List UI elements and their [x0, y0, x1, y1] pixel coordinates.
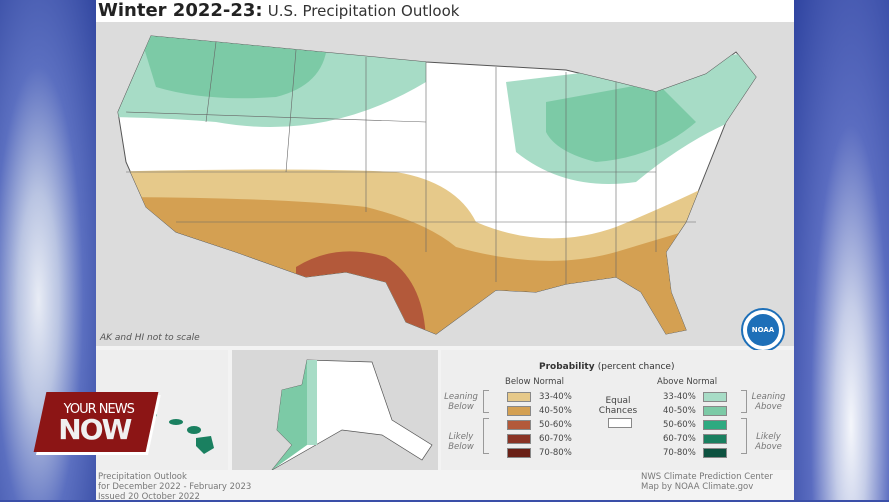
below-label: 33-40% [539, 392, 572, 402]
bracket [741, 418, 747, 454]
above-label: 40-50% [663, 406, 696, 416]
conus-map-svg [117, 35, 757, 335]
alaska-inset [232, 350, 438, 471]
footer-line: for December 2022 - February 2023 [98, 482, 252, 492]
likely-below-label: Likely Below [448, 432, 474, 452]
outlook-slide: Winter 2022-23: U.S. Precipitation Outlo… [96, 0, 794, 502]
below-label: 70-80% [539, 448, 572, 458]
below-label: 50-60% [539, 420, 572, 430]
above-label: 70-80% [663, 448, 696, 458]
legend-title-sub: (percent chance) [597, 362, 675, 372]
legend-title: Probability (percent chance) [539, 362, 674, 372]
above-swatch [703, 406, 727, 416]
above-40-great-lakes [546, 82, 696, 162]
leaning-below-label: Leaning Below [444, 392, 478, 412]
logo-line2: NOW [58, 412, 131, 446]
your-news-now-logo: YOUR NEWS NOW [33, 392, 159, 452]
above-label: 33-40% [663, 392, 696, 402]
footer-line: Issued 20 October 2022 [98, 492, 200, 502]
leaning-above-label: Leaning Above [751, 392, 786, 412]
above-swatch [703, 420, 727, 430]
below-label: 40-50% [539, 406, 572, 416]
likely-above-label: Likely Above [755, 432, 782, 452]
page-title: Winter 2022-23: U.S. Precipitation Outlo… [96, 0, 794, 22]
above-label: 60-70% [663, 434, 696, 444]
sky-background-right [794, 0, 889, 500]
footer-line: Precipitation Outlook [98, 472, 187, 482]
footer-right: NWS Climate Prediction Center Map by NOA… [641, 472, 773, 492]
footer-left: Precipitation Outlook for December 2022 … [98, 472, 251, 502]
below-swatch [507, 434, 531, 444]
equal-chances-swatch [608, 418, 632, 428]
above-40-northwest [136, 36, 328, 99]
footer-line: Map by NOAA Climate.gov [641, 482, 754, 492]
bracket [483, 418, 489, 454]
noaa-logo: NOAA [741, 308, 785, 352]
below-swatch [507, 448, 531, 458]
below-normal-header: Below Normal [505, 377, 565, 387]
equal-chances-label: Equal Chances [598, 396, 638, 416]
above-swatch [703, 448, 727, 458]
above-swatch [703, 392, 727, 402]
below-swatch [507, 420, 531, 430]
alaska-map [232, 350, 438, 471]
conus-map: AK and HI not to scale NOAA [96, 22, 794, 352]
above-label: 50-60% [663, 420, 696, 430]
legend-title-main: Probability [539, 362, 595, 372]
footer-line: NWS Climate Prediction Center [641, 472, 773, 482]
bracket [483, 390, 489, 413]
above-swatch [703, 434, 727, 444]
below-swatch [507, 406, 531, 416]
below-swatch [507, 392, 531, 402]
above-normal-header: Above Normal [657, 377, 718, 387]
noaa-logo-text: NOAA [747, 314, 779, 346]
probability-legend: Probability (percent chance) Below Norma… [441, 350, 794, 470]
state-borders [125, 41, 696, 284]
bracket [741, 390, 747, 413]
title-sub: U.S. Precipitation Outlook [267, 2, 460, 20]
below-label: 60-70% [539, 434, 572, 444]
title-bold: Winter 2022-23: [98, 0, 263, 21]
scale-note: AK and HI not to scale [100, 333, 200, 343]
